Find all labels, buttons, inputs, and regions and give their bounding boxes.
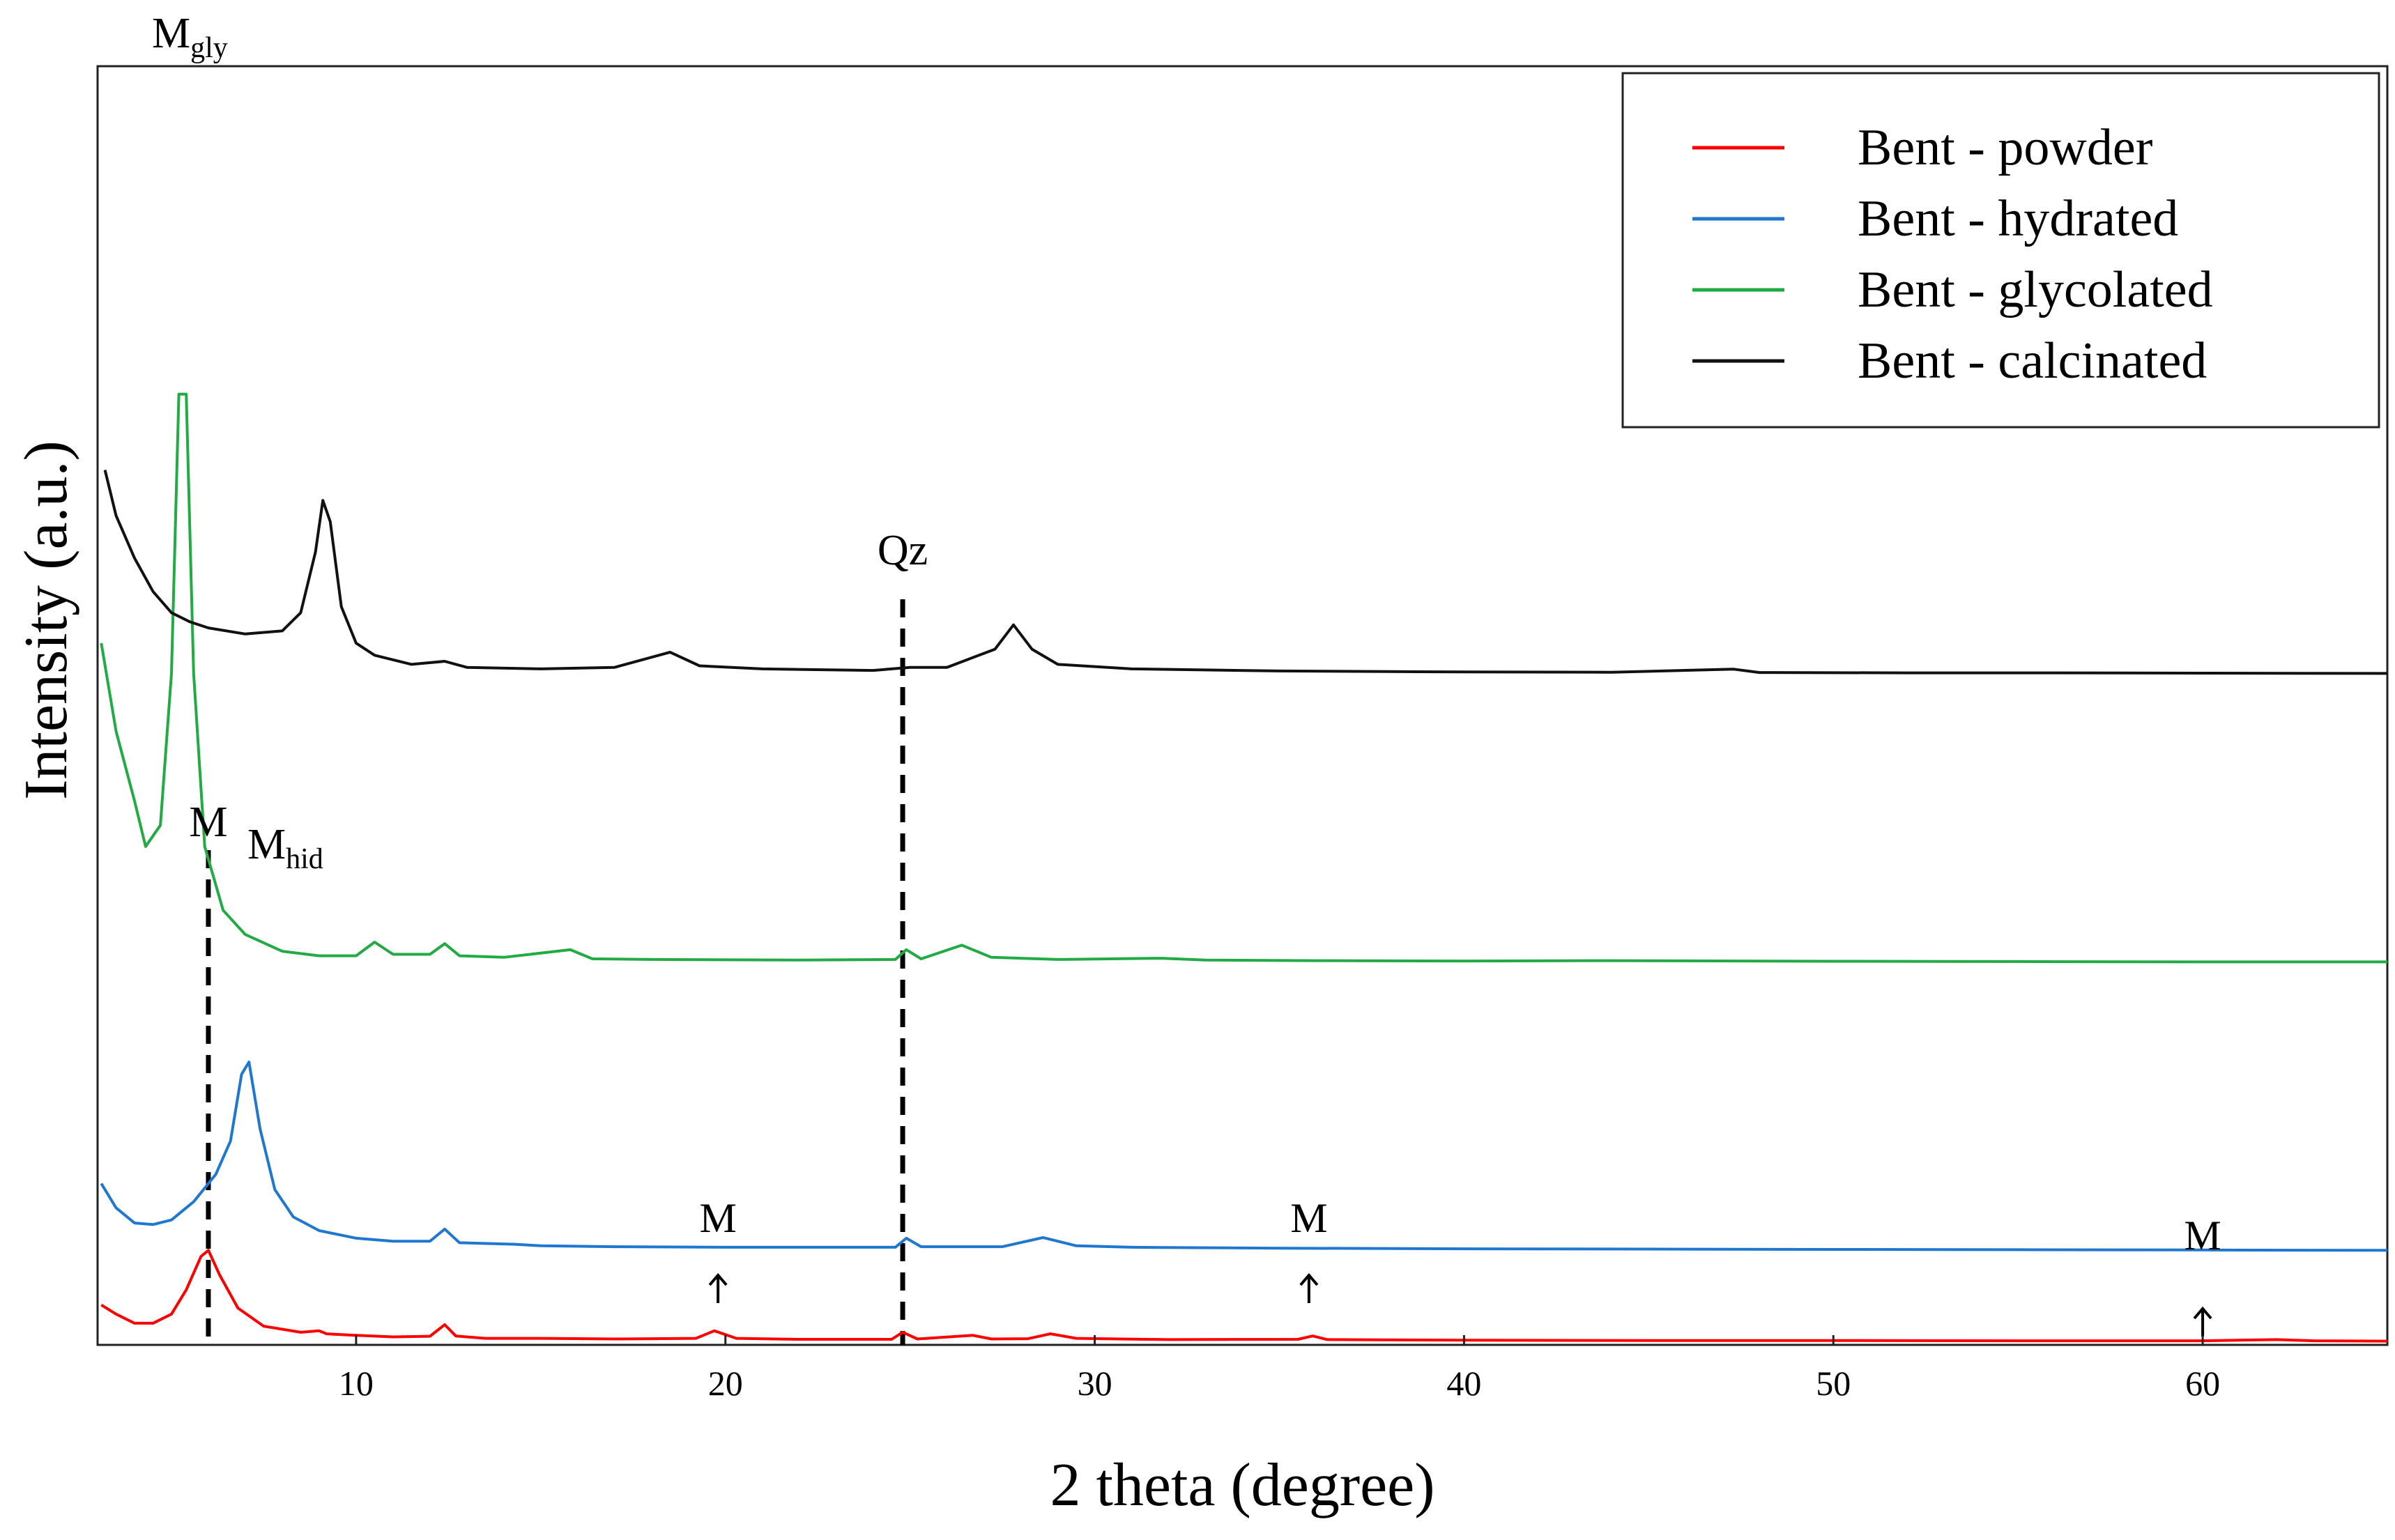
x-tick-label-20: 20 [708, 1364, 743, 1403]
label-m-vline: M [189, 799, 227, 846]
legend-label-4: Bent - calcinated [1858, 332, 2207, 390]
legend-label-1: Bent - powder [1858, 119, 2152, 176]
arrow-head-3 [2193, 1306, 2212, 1320]
x-tick-label-40: 40 [1446, 1364, 1481, 1403]
arrow-label-m-1: M [699, 1195, 736, 1241]
arrow-label-m-2: M [1290, 1195, 1327, 1241]
peak-label-main: M [152, 10, 190, 57]
plot-frame [96, 65, 2389, 1346]
x-tick-label-50: 50 [1816, 1364, 1851, 1403]
peak-label-sub: hid [286, 843, 323, 875]
x-tick-label-60: 60 [2185, 1364, 2220, 1403]
series-line-1 [100, 1249, 2388, 1343]
x-tick-label-10: 10 [339, 1364, 374, 1403]
arrow-head-1 [708, 1272, 728, 1286]
legend-label-3: Bent - glycolated [1858, 261, 2213, 318]
y-axis-title: Intensity (a.u.) [13, 440, 80, 800]
arrow-label-m-3: M [2184, 1212, 2221, 1258]
x-axis-title: 2 theta (degree) [1050, 1452, 1434, 1519]
series-line-3 [100, 392, 2387, 964]
peak-label-sub: gly [190, 32, 228, 64]
legend-box [1621, 72, 2380, 429]
peak-label-main: M [247, 821, 286, 868]
label-qz: Qz [878, 527, 928, 574]
legend-label-2: Bent - hydrated [1858, 190, 2178, 247]
series-line-4 [103, 470, 2388, 675]
peak-label-hid: Mhid [247, 821, 323, 875]
series-line-2 [100, 1061, 2388, 1252]
peak-label-gly: Mgly [152, 10, 228, 64]
x-tick-label-30: 30 [1078, 1364, 1112, 1403]
arrow-head-2 [1299, 1272, 1319, 1286]
